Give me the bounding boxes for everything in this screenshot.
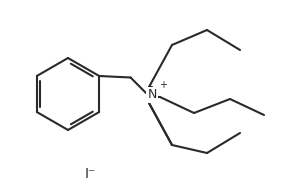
Text: N: N <box>147 88 157 101</box>
Text: I⁻: I⁻ <box>84 167 96 181</box>
Text: +: + <box>159 80 167 90</box>
